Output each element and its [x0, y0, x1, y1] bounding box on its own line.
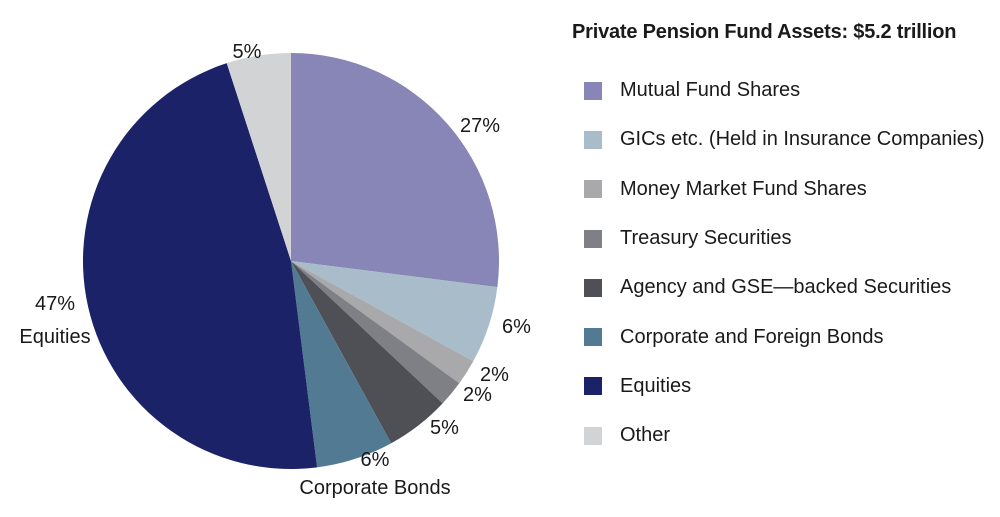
legend-item: Agency and GSE—backed Securities	[572, 263, 992, 312]
legend-item: Mutual Fund Shares	[572, 66, 992, 115]
pie-slice-mutual-fund-shares	[291, 53, 500, 288]
chart-title: Private Pension Fund Assets: $5.2 trilli…	[572, 21, 957, 43]
data-sublabel: Equities	[19, 326, 90, 348]
pie-chart: 27%6%2%2%5%6%Corporate Bonds47%Equities5…	[19, 41, 531, 499]
legend-swatch	[584, 278, 602, 297]
data-label: 6%	[361, 449, 390, 471]
legend-items: Mutual Fund Shares GICs etc. (Held in Ins…	[572, 66, 992, 460]
pie-slice-money-market-fund-shares	[291, 261, 474, 384]
legend-label: Treasury Securities	[620, 227, 792, 250]
legend-label: Equities	[620, 374, 692, 397]
data-label: 47%	[35, 293, 75, 315]
data-label: 2%	[463, 384, 492, 406]
pie-slice-other	[226, 52, 291, 261]
legend-item: Money Market Fund Shares	[572, 165, 992, 214]
legend-swatch	[584, 328, 602, 347]
legend-item: Treasury Securities	[572, 214, 992, 263]
legend-swatch	[584, 229, 602, 248]
data-sublabel: Corporate Bonds	[299, 477, 450, 499]
legend-swatch	[584, 130, 602, 149]
legend-item: Equities	[572, 362, 992, 411]
legend-item: GICs etc. (Held in Insurance Companies)	[572, 115, 992, 164]
pie-slice-treasury-securities	[291, 261, 460, 404]
legend-label: Agency and GSE—backed Securities	[620, 276, 952, 299]
legend-swatch	[584, 81, 602, 100]
pie-slice-equities	[82, 63, 318, 470]
pie-slice-gics-etc-held-in-insurance-companies	[291, 261, 498, 362]
pie-slice-agency-and-gse-backed-securities	[291, 261, 443, 444]
legend-item: Corporate and Foreign Bonds	[572, 312, 992, 361]
legend-item: Other	[572, 411, 992, 460]
legend: Private Pension Fund Assets: $5.2 trilli…	[572, 18, 992, 460]
legend-label: Corporate and Foreign Bonds	[620, 325, 884, 348]
data-label: 27%	[460, 115, 500, 137]
legend-swatch	[584, 377, 602, 396]
legend-swatch	[584, 426, 602, 445]
legend-label: GICs etc. (Held in Insurance Companies)	[620, 128, 985, 151]
data-label: 5%	[233, 41, 262, 63]
data-label: 5%	[430, 417, 459, 439]
legend-label: Money Market Fund Shares	[620, 177, 867, 200]
data-label: 6%	[502, 316, 531, 338]
legend-label: Other	[620, 424, 671, 447]
data-label: 2%	[480, 364, 509, 386]
legend-label: Mutual Fund Shares	[620, 79, 801, 102]
pie-slice-corporate-and-foreign-bonds	[291, 261, 392, 468]
legend-swatch	[584, 180, 602, 199]
